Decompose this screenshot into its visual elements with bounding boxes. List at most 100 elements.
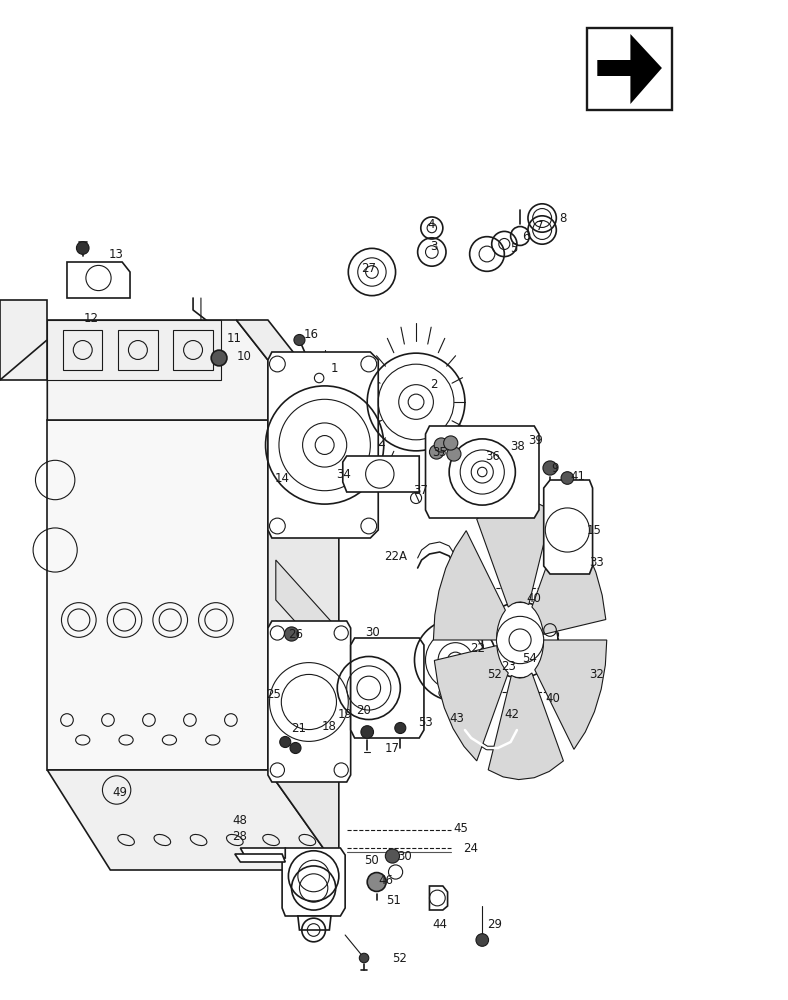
Circle shape <box>367 873 386 891</box>
Text: 45: 45 <box>453 822 468 834</box>
Text: 17: 17 <box>385 742 400 754</box>
Text: 14: 14 <box>274 472 289 485</box>
Circle shape <box>385 849 400 863</box>
Polygon shape <box>47 320 268 420</box>
Polygon shape <box>434 646 508 761</box>
Text: 9: 9 <box>552 462 559 475</box>
Text: 5: 5 <box>511 241 518 254</box>
Text: 30: 30 <box>397 849 412 862</box>
Polygon shape <box>426 426 539 518</box>
Text: 23: 23 <box>501 660 516 673</box>
Circle shape <box>476 934 489 946</box>
Text: 33: 33 <box>589 556 604 568</box>
Text: 19: 19 <box>337 708 352 720</box>
Text: 42: 42 <box>504 708 519 721</box>
Circle shape <box>294 334 305 346</box>
Polygon shape <box>489 673 563 780</box>
Text: 1: 1 <box>331 361 339 374</box>
Circle shape <box>361 726 374 738</box>
Circle shape <box>280 736 291 748</box>
Polygon shape <box>0 300 47 380</box>
Circle shape <box>211 350 227 366</box>
Text: 30: 30 <box>366 626 381 639</box>
Polygon shape <box>268 352 378 538</box>
Text: 40: 40 <box>526 591 541 604</box>
Polygon shape <box>236 320 299 360</box>
Circle shape <box>395 722 406 734</box>
Text: 35: 35 <box>432 446 447 458</box>
Text: 50: 50 <box>364 854 379 866</box>
Polygon shape <box>597 34 662 104</box>
Polygon shape <box>535 640 607 749</box>
Text: 52: 52 <box>487 668 502 681</box>
Polygon shape <box>240 848 285 858</box>
Text: 7: 7 <box>536 220 544 232</box>
Text: 52: 52 <box>392 952 407 964</box>
Polygon shape <box>268 420 339 870</box>
Polygon shape <box>351 638 424 738</box>
Text: 2: 2 <box>430 377 438 390</box>
Text: 16: 16 <box>304 328 319 341</box>
Text: 27: 27 <box>361 261 376 274</box>
Text: 22A: 22A <box>385 550 407 562</box>
Polygon shape <box>47 770 339 870</box>
Text: 13: 13 <box>109 247 124 260</box>
Polygon shape <box>282 848 345 916</box>
Text: 43: 43 <box>449 712 464 724</box>
Polygon shape <box>268 621 351 782</box>
Circle shape <box>434 438 448 452</box>
Circle shape <box>359 953 369 963</box>
Text: 22: 22 <box>470 642 485 654</box>
Bar <box>587 28 672 110</box>
Text: 10: 10 <box>236 350 251 362</box>
Text: 32: 32 <box>589 668 604 681</box>
Text: 11: 11 <box>227 332 242 345</box>
Circle shape <box>543 461 557 475</box>
Polygon shape <box>276 560 339 670</box>
Text: 24: 24 <box>463 841 478 854</box>
Polygon shape <box>477 500 552 607</box>
Polygon shape <box>67 262 130 298</box>
Polygon shape <box>235 854 285 862</box>
Polygon shape <box>47 320 221 380</box>
Text: 40: 40 <box>545 692 560 704</box>
Text: 38: 38 <box>511 440 526 452</box>
Circle shape <box>429 445 444 459</box>
Text: 41: 41 <box>571 470 585 483</box>
Polygon shape <box>47 420 268 770</box>
Text: 46: 46 <box>378 874 393 886</box>
Polygon shape <box>0 340 47 380</box>
Text: 51: 51 <box>386 894 401 907</box>
Text: 39: 39 <box>528 434 543 446</box>
Polygon shape <box>532 519 606 634</box>
Text: 44: 44 <box>432 918 448 930</box>
Circle shape <box>447 447 461 461</box>
Text: 53: 53 <box>418 716 433 728</box>
Text: 48: 48 <box>232 813 247 826</box>
Polygon shape <box>343 456 419 492</box>
Circle shape <box>284 627 299 641</box>
Text: 28: 28 <box>232 829 247 842</box>
Circle shape <box>561 472 574 484</box>
Text: 12: 12 <box>84 312 98 325</box>
Text: 36: 36 <box>485 450 500 462</box>
Polygon shape <box>276 630 339 750</box>
Text: 18: 18 <box>322 720 336 732</box>
Text: 54: 54 <box>522 652 537 665</box>
Text: 20: 20 <box>356 704 371 716</box>
Text: 21: 21 <box>292 722 307 734</box>
Circle shape <box>290 742 301 754</box>
Polygon shape <box>544 480 593 574</box>
Text: 49: 49 <box>112 786 127 798</box>
Text: 15: 15 <box>586 524 601 536</box>
Polygon shape <box>433 531 505 640</box>
Polygon shape <box>429 886 448 910</box>
Text: 25: 25 <box>266 688 281 700</box>
Text: 34: 34 <box>336 468 351 481</box>
Circle shape <box>444 436 458 450</box>
Text: 4: 4 <box>427 218 435 231</box>
Polygon shape <box>298 916 331 930</box>
Circle shape <box>76 242 89 254</box>
Text: 3: 3 <box>430 239 437 252</box>
Text: 8: 8 <box>559 212 567 225</box>
